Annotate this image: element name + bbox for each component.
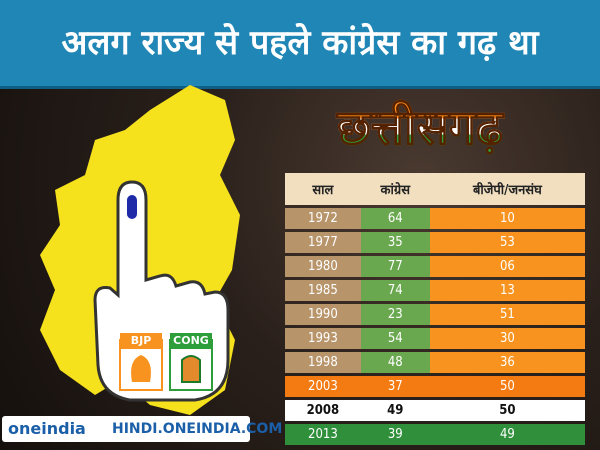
table-cell: 51 bbox=[429, 304, 585, 325]
table-cell: 49 bbox=[429, 424, 585, 445]
title: अलग राज्य से पहले कांग्रेस का गढ़ था bbox=[61, 23, 539, 63]
column-header: साल bbox=[285, 173, 361, 205]
table-cell: 1972 bbox=[285, 208, 361, 229]
table-row: 1977 35 53 bbox=[285, 232, 585, 253]
footer: oneindia HINDI.ONEINDIA.COM bbox=[2, 416, 282, 442]
table-cell: 2013 bbox=[285, 424, 361, 445]
table-cell: 36 bbox=[429, 352, 585, 373]
ink-mark bbox=[127, 195, 137, 219]
table-cell: 49 bbox=[360, 400, 430, 421]
table-row: 1990 23 51 bbox=[285, 304, 585, 325]
table-cell: 1998 bbox=[285, 352, 361, 373]
party-label: CONG bbox=[170, 333, 212, 349]
table-cell: 35 bbox=[360, 232, 430, 253]
table-cell: 50 bbox=[429, 400, 585, 421]
url: HINDI.ONEINDIA.COM bbox=[112, 421, 283, 437]
table-row: 1972 64 10 bbox=[285, 208, 585, 229]
header-row: साल कांग्रेस बीजेपी/जनसंघ bbox=[285, 173, 585, 205]
table-cell: 1985 bbox=[285, 280, 361, 301]
table-cell: 23 bbox=[360, 304, 430, 325]
table-cell: 48 bbox=[360, 352, 430, 373]
table-row: 2003 37 50 bbox=[285, 376, 585, 397]
cong-symbol bbox=[181, 355, 201, 383]
table-cell: 39 bbox=[360, 424, 430, 445]
table-body: 1972 64 10 1977 35 53 1980 77 06 1985 74 13 1990 23 51… bbox=[285, 208, 585, 445]
table-row: 2008 49 50 bbox=[285, 400, 585, 421]
table-row: 1998 48 36 bbox=[285, 352, 585, 373]
column-header: कांग्रेस bbox=[360, 173, 430, 205]
table-cell: 13 bbox=[429, 280, 585, 301]
table-cell: 1993 bbox=[285, 328, 361, 349]
table-cell: 74 bbox=[360, 280, 430, 301]
table-cell: 1980 bbox=[285, 256, 361, 277]
table-row: 2013 39 49 bbox=[285, 424, 585, 445]
table-cell: 2003 bbox=[285, 376, 361, 397]
table-row: 1993 54 30 bbox=[285, 328, 585, 349]
table-cell: 10 bbox=[429, 208, 585, 229]
table-cell: 2008 bbox=[285, 400, 361, 421]
subtitle: छत्तीसगढ़ bbox=[300, 94, 540, 159]
table-cell: 1990 bbox=[285, 304, 361, 325]
table-cell: 64 bbox=[360, 208, 430, 229]
table-cell: 54 bbox=[360, 328, 430, 349]
table-cell: 50 bbox=[429, 376, 585, 397]
bjp-symbol bbox=[131, 355, 151, 382]
column-header: बीजेपी/जनसंघ bbox=[429, 173, 585, 205]
table-cell: 53 bbox=[429, 232, 585, 253]
logo: oneindia bbox=[8, 419, 86, 438]
table-cell: 77 bbox=[360, 256, 430, 277]
table-row: 1980 77 06 bbox=[285, 256, 585, 277]
table-cell: 30 bbox=[429, 328, 585, 349]
banner bbox=[0, 0, 600, 89]
party-label: BJP bbox=[120, 333, 162, 349]
results-table: साल कांग्रेस बीजेपी/जनसंघ 1972 64 10 1977 35 53… bbox=[285, 170, 585, 448]
table-row: 1985 74 13 bbox=[285, 280, 585, 301]
table-cell: 37 bbox=[360, 376, 430, 397]
table-cell: 1977 bbox=[285, 232, 361, 253]
table-cell: 06 bbox=[429, 256, 585, 277]
